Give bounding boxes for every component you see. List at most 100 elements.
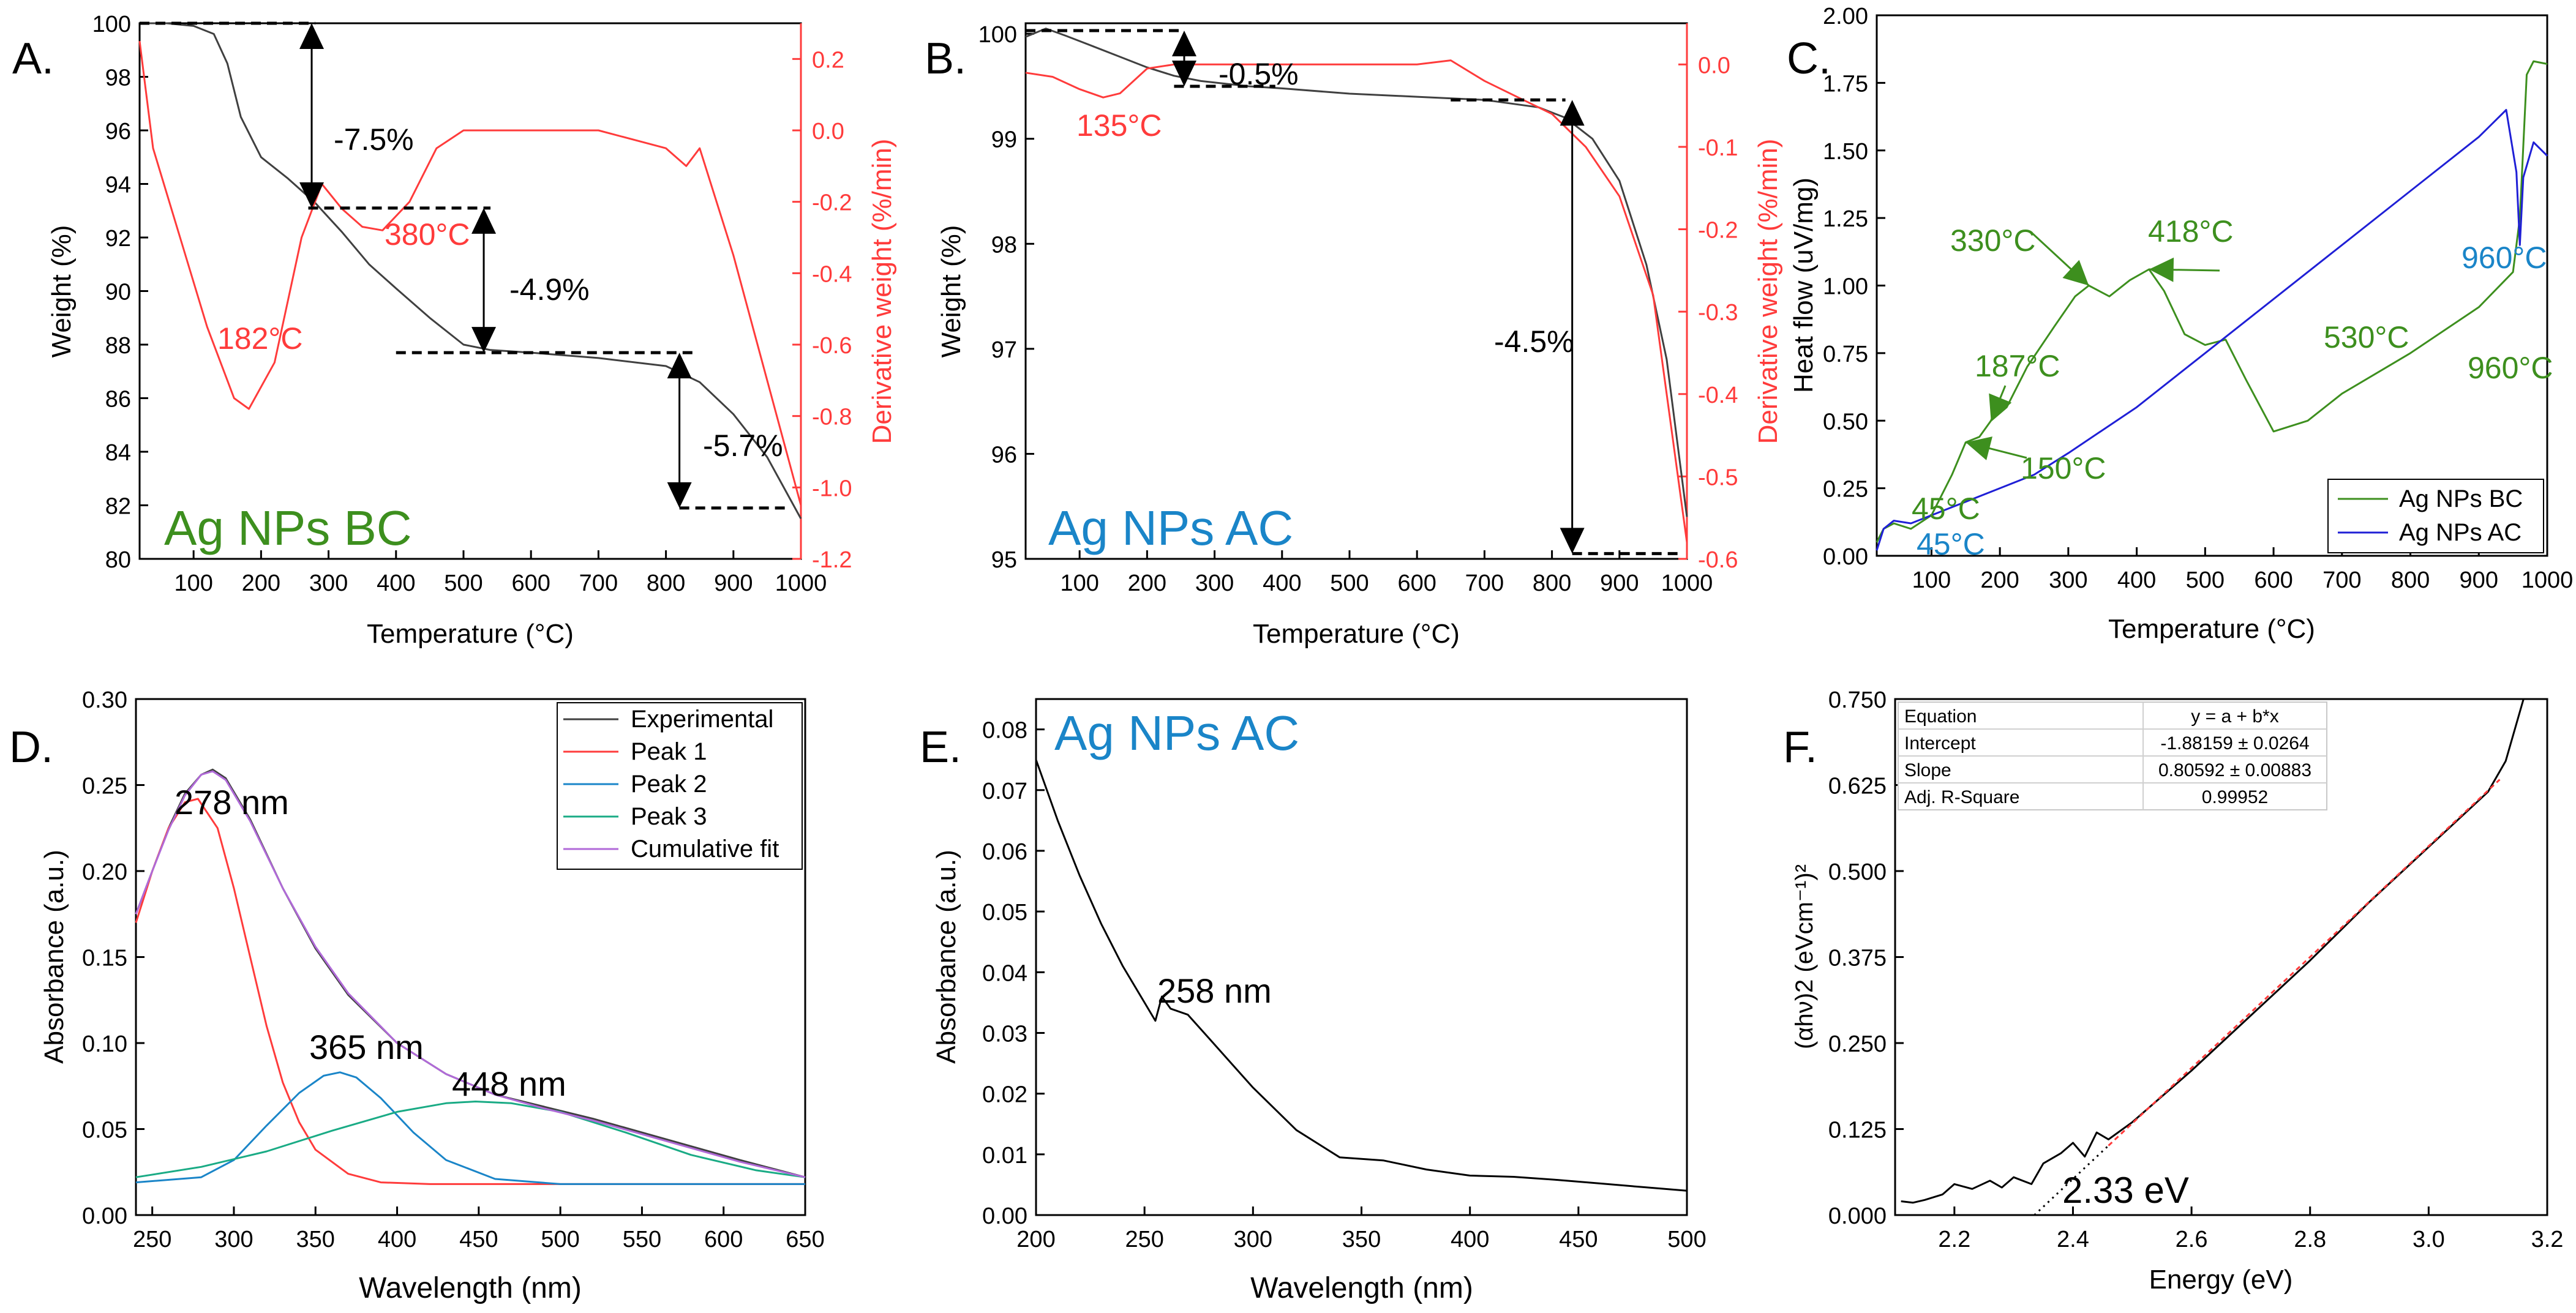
y-tick-label: 2.00	[1823, 4, 1868, 29]
pointer-arrow-head	[1966, 436, 1992, 460]
y2-ticks-b: 0.0 -0.1 -0.2 -0.3 -0.4 -0.5 -0.6	[1678, 23, 1738, 573]
y2-axis-label-a: Derivative weight (%/min)	[867, 139, 897, 444]
arrow-head-down	[667, 482, 692, 508]
y-tick-label: 0.250	[1828, 1031, 1887, 1057]
legend-box-c	[2327, 479, 2544, 553]
series-c	[1876, 60, 2548, 551]
y-tick-label: 96	[105, 119, 131, 144]
x-tick-label: 2.2	[1938, 1227, 1970, 1252]
panel-label-e: E.	[920, 723, 961, 772]
x-tick-label: 400	[377, 570, 415, 596]
y-tick-label: 94	[105, 173, 131, 198]
x-ticks-e: 200 250 300 350 400 450 500	[1016, 1206, 1707, 1252]
y-tick-label: 0.05	[982, 900, 1027, 926]
legend-box-d	[557, 702, 803, 870]
panel-f: F. 2.2 2.4 2.6 2.8 3.0 3.2 0.000 0.125 0.250 0.3…	[1783, 687, 2563, 1295]
arrow-head-up	[1560, 100, 1585, 126]
panel-label-a: A.	[12, 34, 54, 83]
y-axis-label-f: (αhν)2 (eVcm⁻¹)²	[1791, 864, 1818, 1049]
x-tick-label: 700	[579, 570, 618, 596]
y-ticks-a: 80 82 84 86 88 90 92 94 96 98 100	[92, 12, 148, 573]
legend-entry-c-1: Ag NPs BC	[2399, 485, 2523, 512]
x-tick-label: 100	[1060, 570, 1098, 596]
x-tick-label: 500	[1330, 570, 1369, 596]
y-ticks-f: 0.000 0.125 0.250 0.375 0.500 0.625 0.750	[1828, 687, 1904, 1229]
y-tick-label: 0.375	[1828, 946, 1887, 971]
y-tick-label: 0.00	[1823, 544, 1868, 570]
y-tick-label: 90	[105, 280, 131, 305]
pointer-arrow-head	[1989, 393, 2012, 421]
step-lines-a	[140, 21, 787, 510]
y-ticks-d: 0.00 0.05 0.10 0.15 0.20 0.25 0.30	[82, 687, 145, 1229]
x-tick-label: 900	[1600, 570, 1639, 596]
series-line-derivative-weight	[1025, 59, 1688, 543]
arrow-head-down	[299, 182, 325, 208]
y-tick-label: 0.00	[982, 1203, 1027, 1229]
arrow-head-down	[1560, 528, 1585, 554]
y2-axis-label-b: Derivative weight (%/min)	[1753, 139, 1783, 444]
y-axis-label-d: Absorbance (a.u.)	[39, 850, 69, 1064]
legend-entry-d-1: Experimental	[631, 706, 773, 733]
x-ticks-c: 100 200 300 400 500 600 700 800 900 1000	[1912, 547, 2574, 593]
series-line-weight	[1025, 28, 1688, 517]
arrows-b	[1171, 31, 1585, 554]
x-tick-label: 700	[2323, 567, 2361, 593]
annotation-c-5: 45°C	[1912, 492, 1980, 526]
x-tick-label: 300	[1234, 1227, 1272, 1252]
y-tick-label: 0.08	[982, 718, 1027, 744]
series-b	[1025, 28, 1688, 543]
x-tick-label: 3.0	[2413, 1227, 2445, 1252]
x-tick-label: 800	[1533, 570, 1571, 596]
y-tick-label: 0.625	[1828, 774, 1887, 799]
fit-table-cell: Intercept	[1904, 733, 1976, 754]
annotation-b-3: 135°C	[1076, 108, 1162, 143]
y-tick-label: 0.04	[982, 960, 1027, 986]
x-ticks-b: 100 200 300 400 500 600 700 800 900 1000	[1060, 550, 1713, 596]
y2-tick-label: 0.2	[812, 47, 844, 73]
y-tick-label: 0.30	[82, 687, 127, 713]
x-tick-label: 1000	[2522, 567, 2574, 593]
panel-label-f: F.	[1783, 723, 1817, 772]
annotation-e-1: 258 nm	[1157, 971, 1272, 1010]
y-tick-label: 0.25	[1823, 477, 1868, 503]
legend-entry-d-3: Peak 2	[631, 771, 707, 798]
y-ticks-c: 0.00 0.25 0.50 0.75 1.00 1.25 1.50 1.75 2.00	[1823, 4, 1885, 570]
annotation-d-1: 278 nm	[175, 783, 289, 821]
x-tick-label: 200	[1980, 567, 2019, 593]
x-tick-label: 700	[1465, 570, 1504, 596]
arrows-a	[299, 23, 692, 508]
y2-tick-label: -0.4	[812, 261, 852, 287]
x-tick-label: 500	[541, 1227, 579, 1252]
arrow-head-up	[1171, 31, 1196, 57]
series-d	[135, 768, 806, 1185]
x-tick-label: 3.2	[2531, 1227, 2564, 1252]
y2-tick-label: -0.8	[812, 405, 852, 430]
x-tick-label: 300	[214, 1227, 253, 1252]
series-line-absorbance	[1035, 759, 1688, 1192]
step-lines-b	[1026, 29, 1680, 555]
panel-label-b: B.	[925, 34, 966, 83]
y2-tick-label: -0.1	[1698, 135, 1738, 161]
annotation-c-8: 960°C	[2468, 351, 2553, 385]
y-tick-label: 84	[105, 440, 131, 466]
x-tick-label: 550	[623, 1227, 661, 1252]
x-tick-label: 650	[786, 1227, 824, 1252]
x-tick-label: 1000	[1661, 570, 1713, 596]
x-ticks-a: 100 200 300 400 500 600 700 800 900 1000	[174, 550, 827, 596]
x-tick-label: 900	[714, 570, 753, 596]
y-tick-label: 98	[991, 232, 1017, 258]
annotation-c-6: 45°C	[1917, 527, 1985, 561]
y-tick-label: 80	[105, 547, 131, 573]
x-axis-label-d: Wavelength (nm)	[359, 1272, 582, 1304]
y-tick-label: 0.50	[1823, 409, 1868, 435]
x-tick-label: 2.6	[2176, 1227, 2208, 1252]
x-axis-label-e: Wavelength (nm)	[1250, 1272, 1473, 1304]
x-tick-label: 800	[2391, 567, 2430, 593]
x-tick-label: 400	[2117, 567, 2156, 593]
pointer-arrow-head	[2062, 260, 2089, 286]
annotation-f-1: 2.33 eV	[2062, 1170, 2189, 1211]
x-tick-label: 600	[2254, 567, 2292, 593]
x-axis-label-a: Temperature (°C)	[367, 619, 574, 649]
chart-title-a: Ag NPs BC	[164, 501, 412, 555]
